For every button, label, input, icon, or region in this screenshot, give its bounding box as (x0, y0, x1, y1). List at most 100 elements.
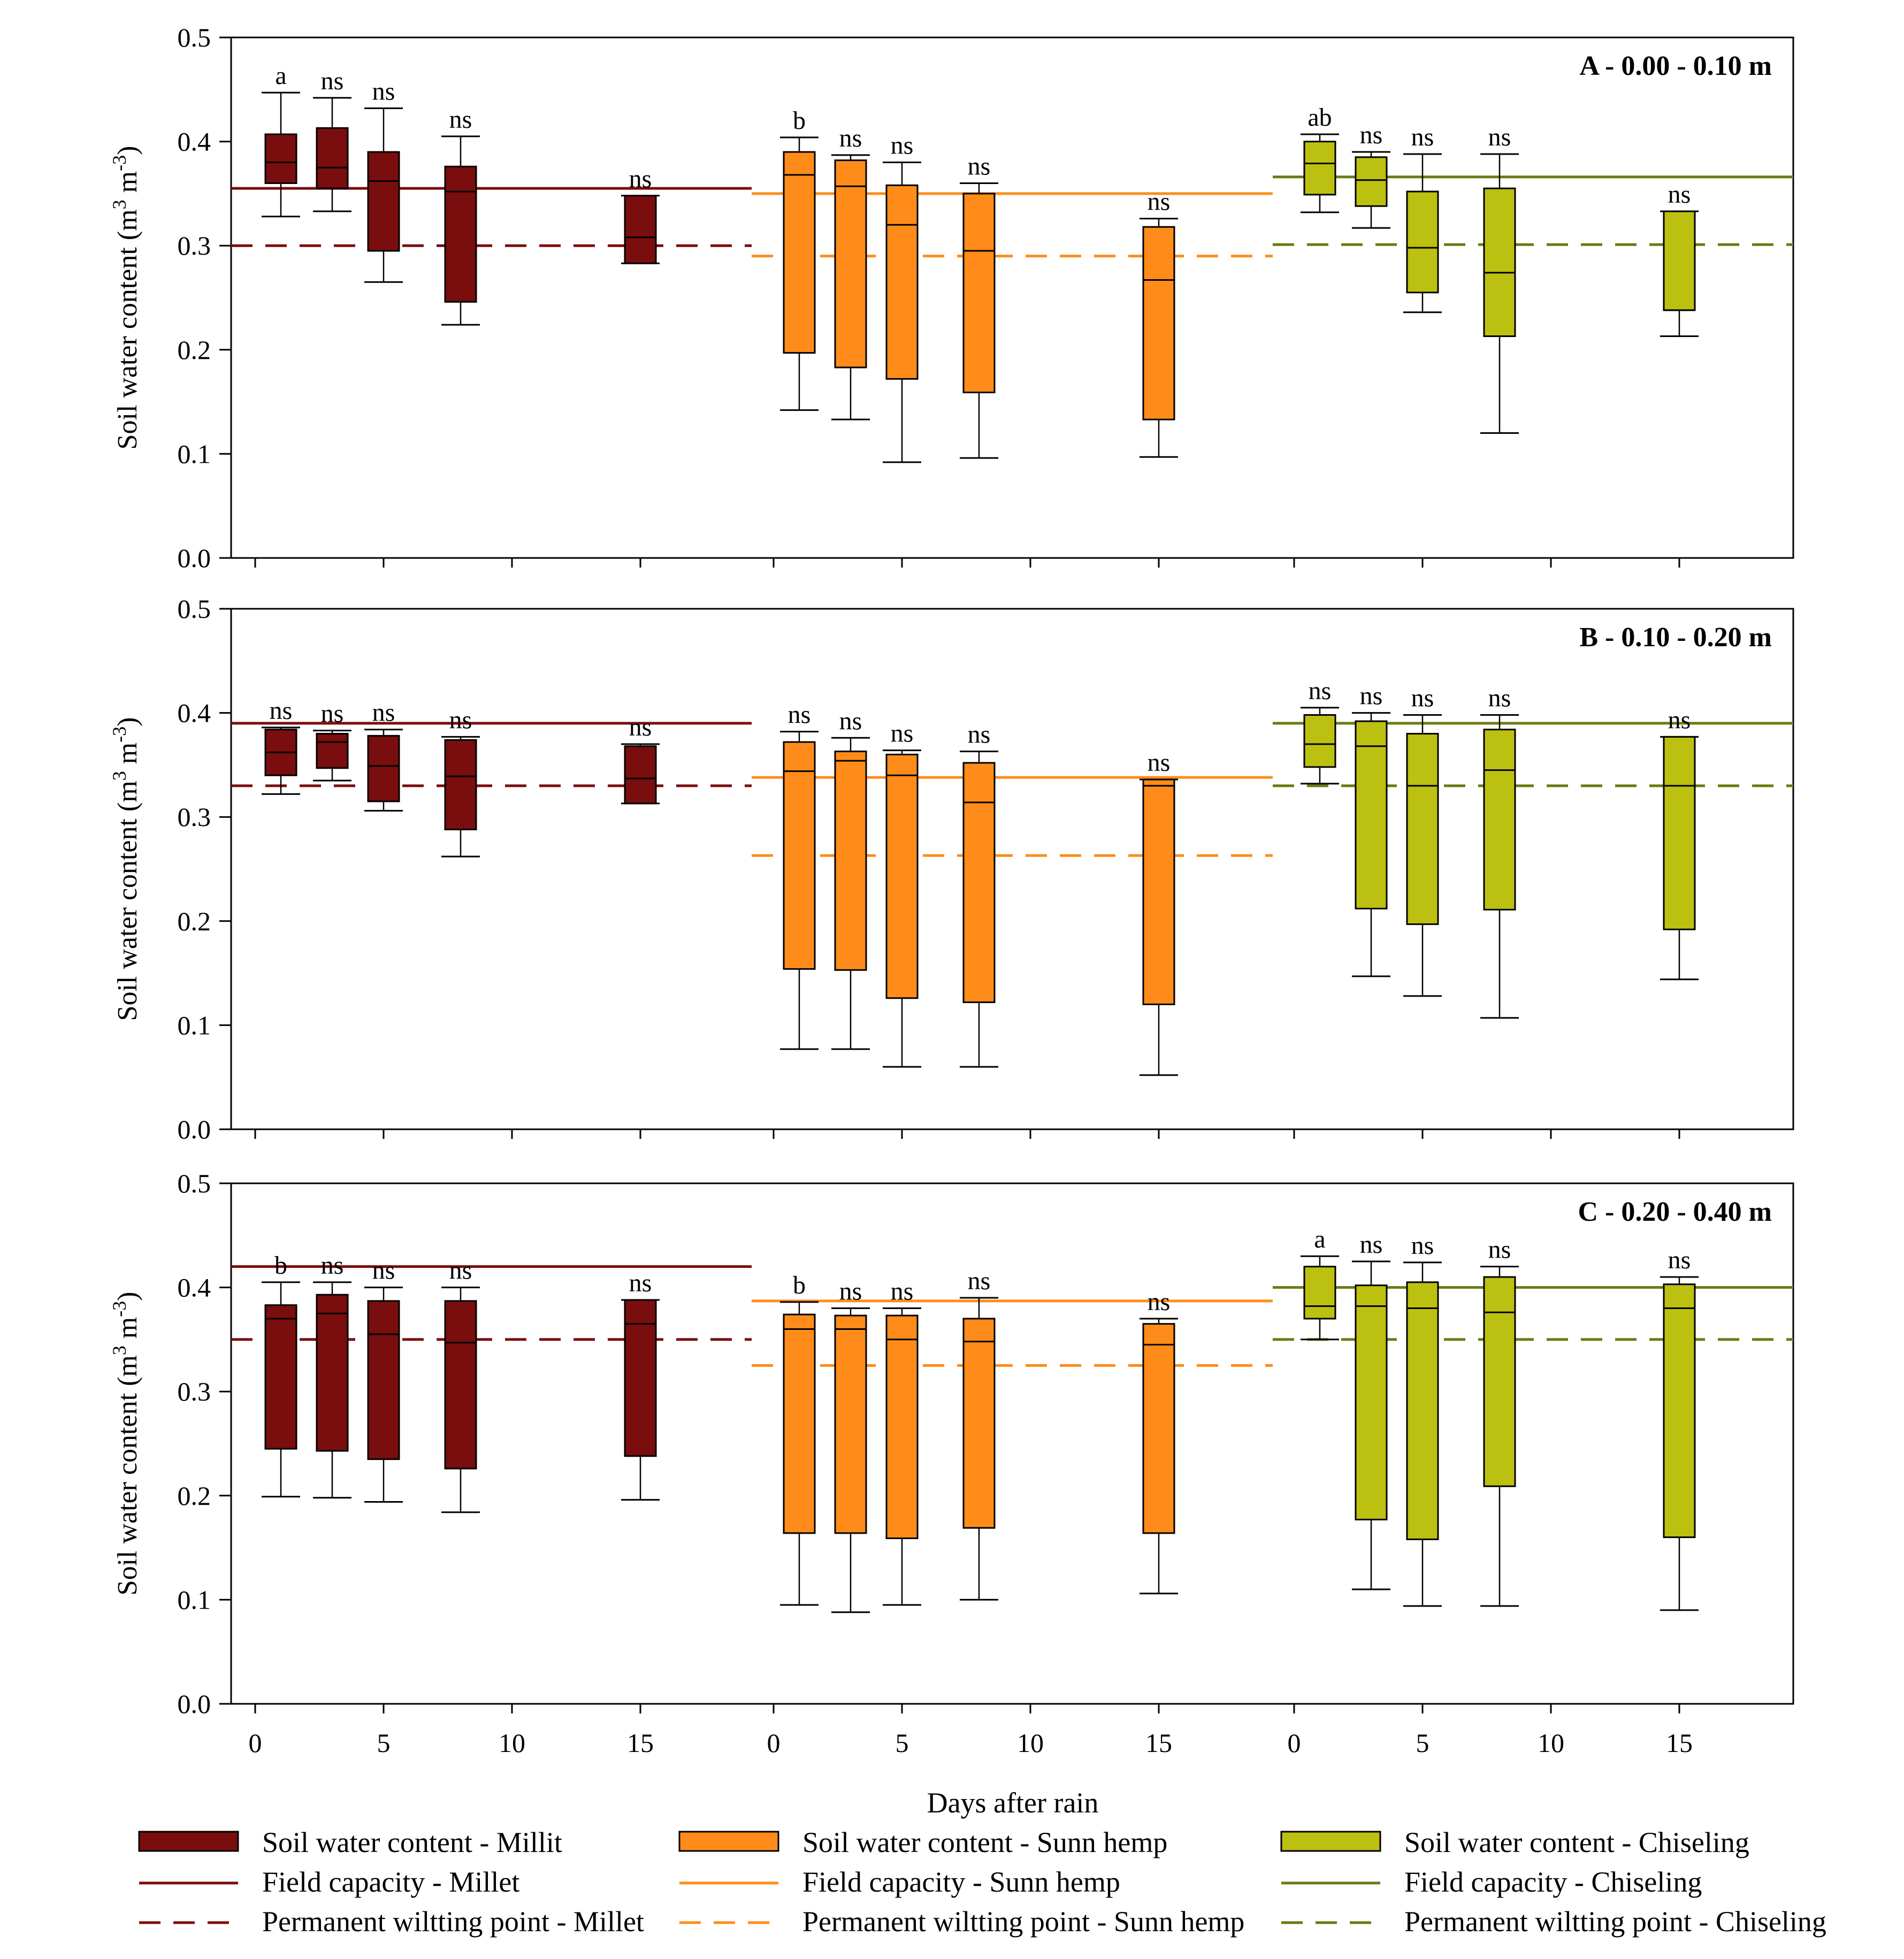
box (1483, 187, 1516, 338)
significance-label: ab (1307, 103, 1332, 132)
significance-label: b (793, 106, 806, 135)
significance-label: ns (1488, 1236, 1511, 1264)
box (367, 151, 400, 252)
y-axis-label-superscript: 3 (109, 1345, 130, 1355)
significance-label: ns (449, 706, 472, 734)
legend-item: Permanent wiltting point - Sunn hemp (679, 1906, 1244, 1938)
box (834, 1314, 867, 1534)
significance-label: ns (968, 721, 991, 749)
box (1303, 714, 1336, 768)
x-axis-label: Days after rain (927, 1787, 1099, 1819)
legend-label: Permanent wiltting point - Chiseling (1404, 1906, 1826, 1938)
legend-swatch-box (678, 1831, 779, 1852)
y-tick-label: 0.1 (178, 1585, 211, 1614)
y-tick-label: 0.4 (178, 698, 211, 728)
plot-frame (230, 608, 1794, 1130)
box (1355, 720, 1388, 909)
significance-label: ns (321, 1251, 344, 1280)
box (834, 751, 867, 971)
box (316, 1294, 349, 1452)
legend-item: Soil water content - Millit (138, 1826, 562, 1858)
box (444, 739, 477, 831)
y-axis-label-part: Soil water content (m (112, 1355, 143, 1595)
box (264, 133, 297, 184)
panel-title: A - 0.00 - 0.10 m (1579, 51, 1772, 81)
box (444, 165, 477, 303)
box (1663, 736, 1696, 930)
significance-label: ns (1309, 677, 1332, 705)
chart-legend: Soil water content - Millit Field capacit… (138, 1826, 1826, 1938)
x-tick-label: 10 (1538, 1728, 1564, 1758)
y-tick-label: 0.1 (178, 1010, 211, 1040)
legend-label: Permanent wiltting point - Sunn hemp (802, 1906, 1244, 1938)
significance-label: ns (1148, 1288, 1171, 1316)
significance-label: ns (1668, 1246, 1691, 1274)
significance-label: ns (372, 1257, 395, 1285)
significance-label: ns (449, 1257, 472, 1285)
box (367, 1300, 400, 1460)
legend-item: Permanent wiltting point - Millet (139, 1906, 644, 1938)
legend-item: Permanent wiltting point - Chiseling (1281, 1906, 1826, 1938)
box (1142, 1323, 1175, 1534)
box (624, 195, 657, 264)
significance-label: ns (372, 699, 395, 727)
y-tick-label: 0.3 (178, 231, 211, 261)
y-tick-label: 0.5 (178, 1168, 211, 1198)
y-tick-label: 0.2 (178, 906, 211, 936)
significance-label: ns (1668, 706, 1691, 734)
box (783, 1313, 816, 1534)
box (1406, 733, 1439, 925)
y-axis-label-superscript: -3 (109, 1301, 130, 1317)
legend-label: Field capacity - Millet (262, 1866, 519, 1898)
box (1663, 210, 1696, 311)
box (264, 1304, 297, 1450)
panel-title: B - 0.10 - 0.20 m (1579, 622, 1772, 653)
box (885, 753, 919, 999)
x-tick-label: 10 (1017, 1728, 1044, 1758)
y-axis-label: Soil water content (m3 m-3) (109, 1292, 143, 1596)
box (316, 733, 349, 769)
box (1142, 778, 1175, 1005)
significance-label: ns (1148, 748, 1171, 777)
panel-1: 0.0 0.1 0.2 0.3 0.4 0.5 Soil water content (m3… (109, 22, 1794, 573)
legend-item: Field capacity - Chiseling (1281, 1866, 1702, 1898)
y-axis-label-part: ) (112, 717, 143, 726)
significance-label: ns (629, 165, 652, 193)
legend-item: Soil water content - Chiseling (1280, 1826, 1749, 1858)
panel-3: 0.0 0.1 0.2 0.3 0.4 0.5 Soil water content (m3… (109, 1168, 1794, 1758)
x-tick-label: 0 (767, 1728, 781, 1758)
significance-label: a (1314, 1225, 1325, 1253)
significance-label: ns (1360, 1230, 1383, 1259)
significance-label: ns (839, 707, 862, 735)
box (1142, 226, 1175, 420)
y-axis-label-part: ) (112, 1292, 143, 1301)
y-tick-label: 0.2 (178, 1481, 211, 1511)
box (1483, 1276, 1516, 1487)
legend-item: Field capacity - Sunn hemp (679, 1866, 1120, 1898)
significance-label: ns (372, 77, 395, 105)
x-tick-label: 15 (627, 1728, 654, 1758)
significance-label: ns (449, 105, 472, 134)
x-tick-label: 0 (1288, 1728, 1301, 1758)
legend-label: Permanent wiltting point - Millet (262, 1906, 644, 1938)
box (783, 151, 816, 354)
box (624, 1299, 657, 1457)
legend-swatch-box (138, 1831, 239, 1852)
y-axis-label-superscript: 3 (109, 200, 130, 209)
box (624, 745, 657, 805)
box (962, 193, 996, 394)
box (316, 127, 349, 189)
y-axis-label-part: m (112, 1317, 143, 1345)
box (1303, 141, 1336, 196)
box (962, 1318, 996, 1529)
plot-frame (230, 36, 1794, 559)
legend-swatch-box (1280, 1831, 1381, 1852)
significance-label: ns (891, 720, 914, 748)
y-axis-label-part: m (112, 743, 143, 771)
y-axis-label-superscript: -3 (109, 726, 130, 743)
panel-2: 0.0 0.1 0.2 0.3 0.4 0.5 Soil water content (m3… (109, 594, 1794, 1144)
significance-label: ns (1411, 684, 1434, 712)
significance-label: ns (788, 701, 811, 729)
y-axis-label-part: m (112, 171, 143, 200)
